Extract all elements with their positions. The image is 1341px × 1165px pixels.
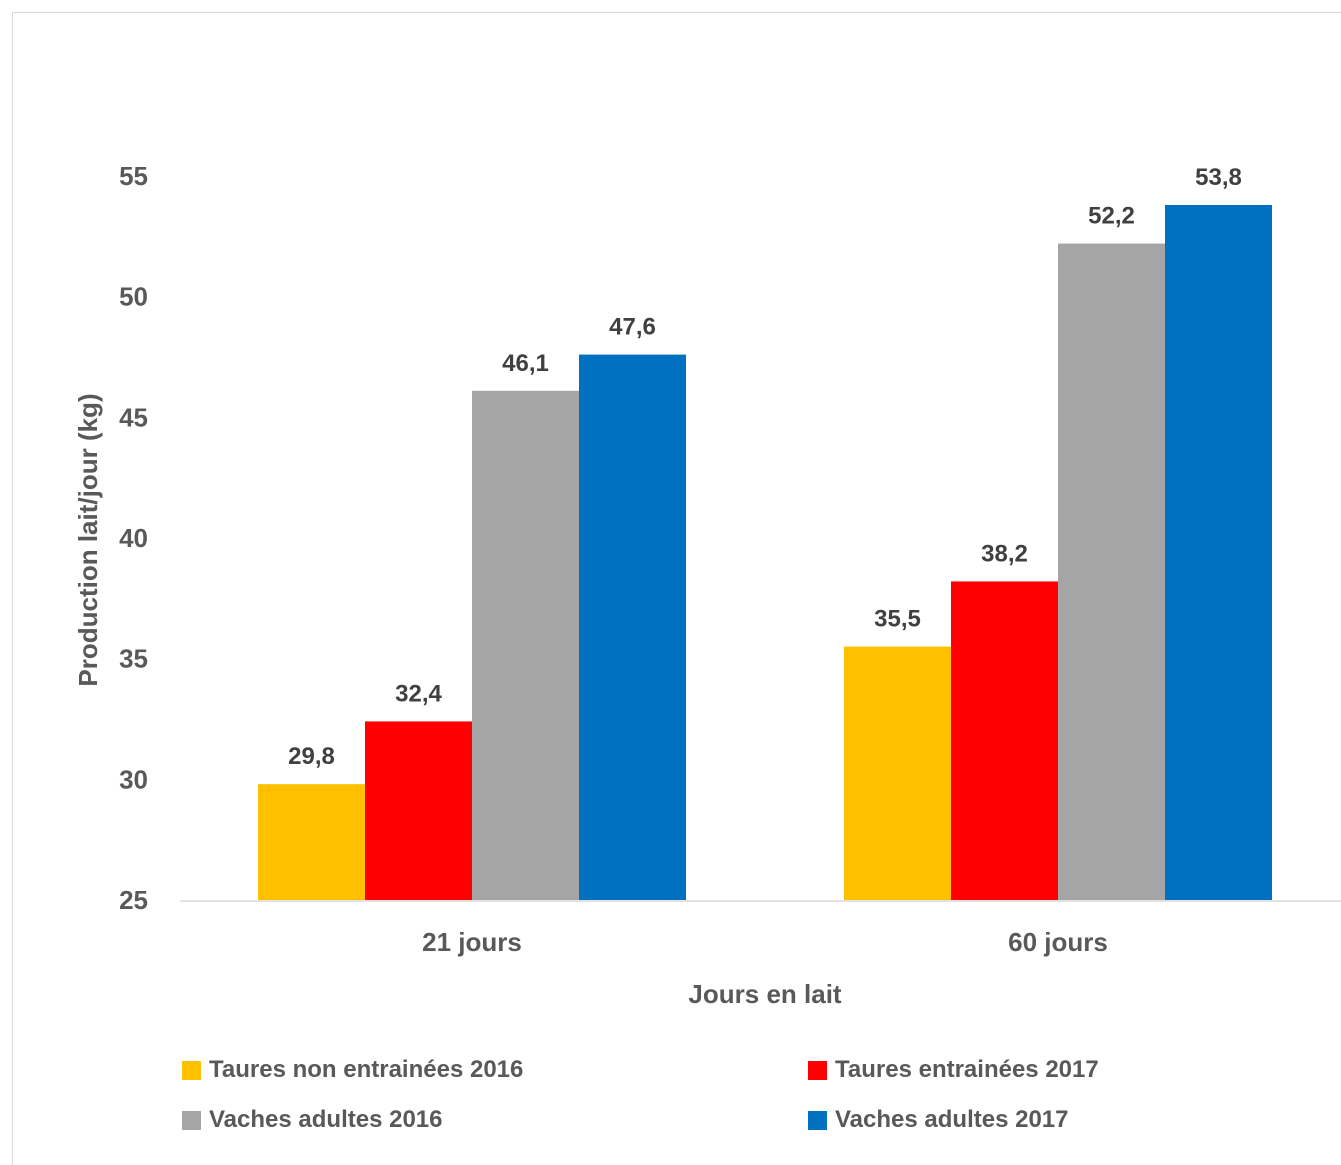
legend-label: Vaches adultes 2016 (209, 1106, 443, 1133)
data-label: 52,2 (1088, 203, 1135, 230)
data-label: 53,8 (1195, 164, 1242, 191)
bar (365, 721, 472, 900)
legend: Taures non entrainées 2016 Taures entrai… (182, 1052, 1182, 1142)
legend-swatch (182, 1060, 201, 1080)
data-label: 47,6 (609, 314, 656, 341)
y-tick-label: 50 (119, 282, 148, 312)
data-label: 38,2 (981, 540, 1028, 567)
bar (579, 354, 686, 900)
data-label: 29,8 (288, 743, 335, 770)
y-axis-ticks: 25 30 35 40 45 50 55 (119, 161, 148, 915)
legend-item-taures-entrainees-2017: Taures entrainées 2017 (808, 1055, 1099, 1085)
bar (1058, 243, 1165, 900)
data-label: 32,4 (395, 680, 442, 707)
data-labels: 29,8 32,4 46,1 47,6 35,5 38,2 52,2 53,8 (288, 164, 1242, 770)
legend-item-taures-non-entrainees-2016: Taures non entrainées 2016 (182, 1055, 523, 1085)
bar (258, 784, 365, 900)
x-axis-title: Jours en lait (688, 979, 841, 1009)
legend-swatch (808, 1060, 827, 1080)
legend-swatch (808, 1110, 827, 1130)
y-tick-label: 40 (119, 523, 148, 553)
bar-chart: 25 30 35 40 45 50 55 29,8 32,4 46,1 47,6 35,5 38,2 5… (73, 161, 1341, 1009)
data-label: 46,1 (502, 350, 549, 377)
bar (472, 390, 579, 900)
bar (951, 581, 1058, 900)
x-tick-label: 60 jours (1008, 927, 1108, 957)
legend-label: Taures entrainées 2017 (835, 1056, 1099, 1083)
bar (844, 646, 951, 900)
bar (1165, 204, 1272, 900)
y-tick-label: 45 (119, 402, 148, 432)
y-axis-title: Production lait/jour (kg) (73, 393, 103, 686)
legend-item-vaches-adultes-2016: Vaches adultes 2016 (182, 1105, 442, 1135)
legend-label: Taures non entrainées 2016 (209, 1056, 524, 1083)
x-axis-tick-labels: 21 jours 60 jours (422, 927, 1108, 957)
y-tick-label: 35 (119, 644, 148, 674)
legend-swatch (182, 1110, 201, 1130)
y-tick-label: 55 (119, 161, 148, 191)
data-label: 35,5 (874, 606, 921, 633)
legend-label: Vaches adultes 2017 (835, 1106, 1069, 1133)
y-tick-label: 30 (119, 764, 148, 794)
legend-item-vaches-adultes-2017: Vaches adultes 2017 (808, 1105, 1068, 1135)
bars (258, 204, 1272, 900)
y-tick-label: 25 (119, 885, 148, 915)
x-tick-label: 21 jours (422, 927, 522, 957)
